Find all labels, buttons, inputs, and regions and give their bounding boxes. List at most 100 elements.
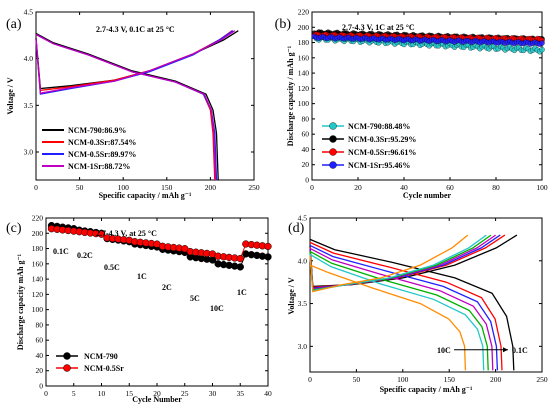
panel-c: 0 5 10 15 20 25 30 35 40 0 20 40 60 80 100 120 140 160 180… — [6, 214, 272, 405]
y-tick-label: 0 — [305, 176, 309, 185]
y-tick-label: 60 — [36, 336, 44, 345]
y-tick-label: 220 — [298, 8, 310, 17]
panel-letter: (c) — [6, 221, 22, 236]
y-tick-label: 120 — [298, 84, 310, 93]
rate-label: 0.2C — [77, 251, 93, 260]
x-tick-label: 0 — [308, 375, 312, 384]
y-axis-title: Discharge capacity / mAh g⁻¹ — [286, 45, 295, 146]
rate-label: 2C — [162, 283, 172, 292]
panel-b: 0 20 40 60 80 100 0 20 40 60 80 100 120 140 160 180 200 2… — [275, 8, 548, 201]
x-tick-label: 0 — [34, 183, 38, 192]
y-tick-label: 140 — [298, 69, 310, 78]
arrow-head — [503, 347, 508, 353]
y-tick-label: 200 — [298, 23, 310, 32]
x-tick-label: 200 — [490, 375, 502, 384]
legend-label: NCM-0.3Sr:87.54% — [68, 138, 136, 147]
y-tick-label: 20 — [302, 160, 310, 169]
x-axis-title: Cycle number — [403, 191, 452, 200]
rate-voltage-curve-discharge — [309, 241, 503, 371]
legend-marker — [329, 135, 337, 143]
annotation-10c: 10C — [437, 346, 451, 355]
y-tick-label: 3.0 — [298, 342, 308, 351]
y-tick-label: 0 — [39, 382, 43, 391]
panel-letter: (d) — [288, 221, 305, 236]
x-tick-label: 250 — [536, 375, 548, 384]
y-tick-label: 120 — [32, 290, 44, 299]
y-tick-label: 4.5 — [298, 214, 308, 223]
x-tick-label: 150 — [444, 375, 456, 384]
y-tick-label: 160 — [298, 53, 310, 62]
panel-letter: (a) — [6, 17, 22, 32]
x-tick-label: 100 — [118, 183, 130, 192]
x-tick-label: 5 — [72, 389, 76, 398]
x-tick-label: 40 — [264, 389, 272, 398]
condition-label: 2.7-4.3 V, 0.1C at 25 °C — [96, 25, 175, 34]
x-tick-label: 35 — [237, 389, 245, 398]
voltage-curve-charge — [35, 30, 233, 92]
rate-label: 0.1C — [53, 247, 69, 256]
rate-voltage-curve-discharge — [309, 238, 515, 371]
legend-marker — [63, 364, 71, 372]
y-tick-label: 220 — [32, 214, 44, 223]
y-tick-label: 100 — [298, 99, 310, 108]
panel-a: 0 50 100 150 200 250 3.0 3.5 4.0 4.5(a) 2.7-4.3 V,… — [6, 8, 260, 201]
rate-label: 5C — [190, 294, 200, 303]
y-tick-label: 200 — [32, 229, 44, 238]
x-tick-label: 80 — [492, 183, 500, 192]
panel-letter: (b) — [275, 17, 292, 32]
y-tick-label: 160 — [32, 259, 44, 268]
rate-point — [264, 242, 272, 251]
x-tick-label: 30 — [209, 389, 217, 398]
x-tick-label: 60 — [446, 183, 454, 192]
x-tick-label: 15 — [126, 389, 134, 398]
x-tick-label: 100 — [397, 375, 409, 384]
plot-frame — [35, 11, 255, 181]
x-tick-label: 150 — [161, 183, 173, 192]
voltage-curve-charge — [35, 30, 234, 95]
x-axis-title: Cycle Number — [132, 395, 182, 404]
y-tick-label: 180 — [32, 244, 44, 253]
legend-label: NCM-1Sr:95.46% — [348, 161, 410, 170]
panel-d: 0 50 100 150 200 250 3.0 3.5 4.0 4.5 10C 0.1C (d) Spe… — [287, 214, 548, 395]
x-tick-label: 10 — [98, 389, 106, 398]
y-tick-label: 3.5 — [298, 299, 308, 308]
legend-label: NCM-0.5Sr:96.61% — [348, 148, 416, 157]
y-tick-label: 3.5 — [24, 101, 34, 110]
y-tick-label: 40 — [302, 145, 310, 154]
voltage-curve-discharge — [35, 33, 217, 181]
annotation-01c: 0.1C — [512, 346, 528, 355]
x-tick-label: 50 — [76, 183, 84, 192]
legend-label: NCM-790:88.48% — [348, 122, 410, 131]
rate-voltage-curve-discharge — [309, 264, 467, 371]
plot-frame — [309, 217, 543, 373]
legend-marker — [63, 352, 71, 360]
rate-voltage-curve-discharge — [309, 253, 485, 371]
rate-point — [264, 253, 272, 261]
legend-marker — [329, 122, 337, 130]
voltage-curve-discharge — [35, 32, 219, 181]
x-axis-title: Specific capacity / mAh g⁻¹ — [99, 191, 192, 200]
y-tick-label: 20 — [36, 366, 44, 375]
y-tick-label: 4.0 — [298, 256, 308, 265]
rate-point — [97, 230, 106, 238]
rate-point — [236, 254, 244, 263]
y-tick-label: 4.0 — [24, 54, 34, 63]
rate-voltage-curve-discharge — [309, 244, 499, 371]
voltage-curve-charge — [35, 30, 236, 94]
x-axis-title: Specific capacity / mAh g⁻¹ — [380, 385, 473, 394]
y-tick-label: 60 — [302, 130, 310, 139]
plot-frame — [311, 11, 543, 181]
y-tick-label: 80 — [302, 114, 310, 123]
legend-marker — [329, 161, 337, 169]
x-tick-label: 50 — [353, 375, 361, 384]
x-tick-label: 0 — [310, 183, 314, 192]
y-axis-title: Voltage / V — [6, 77, 15, 115]
legend-label: NCM-790 — [84, 352, 118, 361]
y-tick-label: 40 — [36, 351, 44, 360]
cycle-point — [539, 40, 545, 46]
x-tick-label: 25 — [181, 389, 189, 398]
x-tick-label: 100 — [536, 183, 548, 192]
rate-voltage-curve-discharge — [309, 250, 489, 371]
rate-label: 0.5C — [104, 263, 120, 272]
rate-voltage-curve-discharge — [309, 247, 494, 371]
